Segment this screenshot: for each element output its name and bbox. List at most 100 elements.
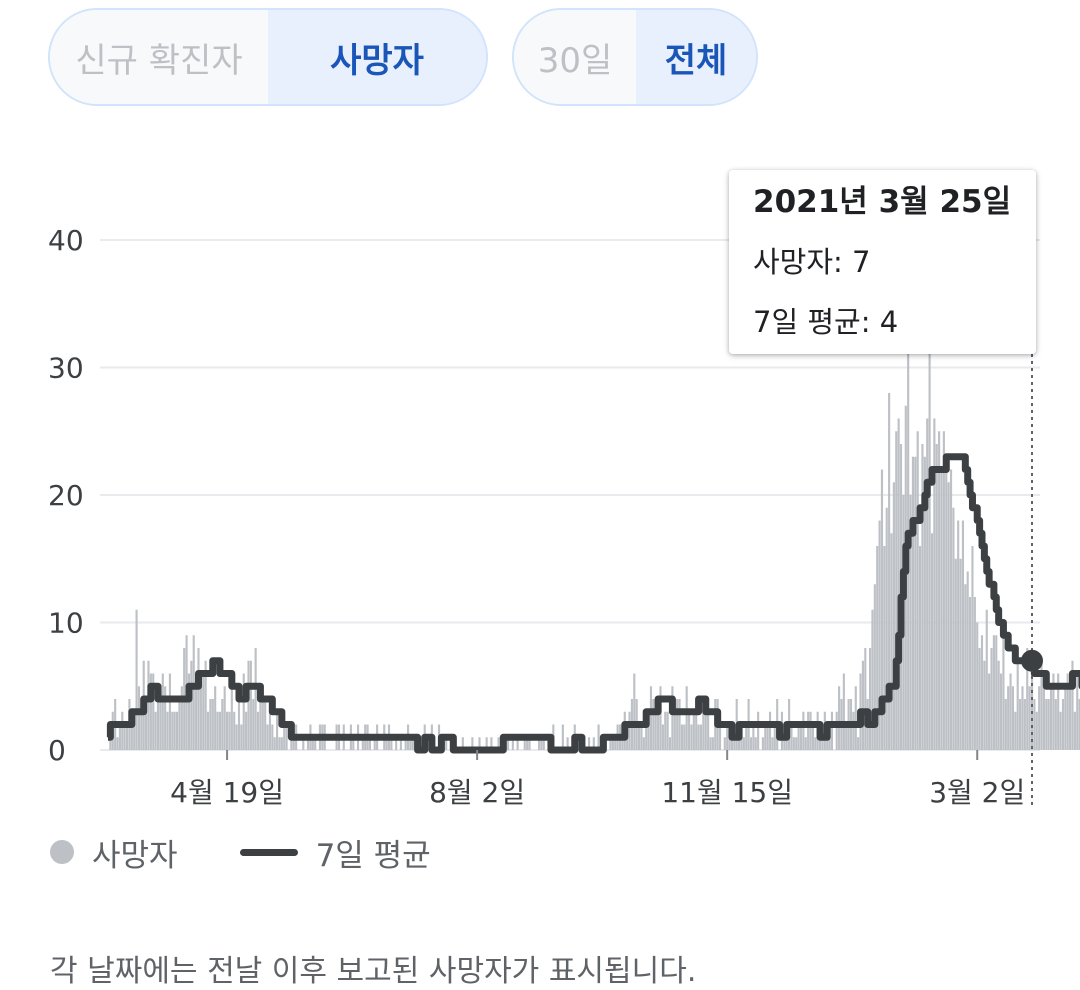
toggle-deaths[interactable]: 사망자 [268, 10, 486, 104]
death-bar [868, 648, 872, 750]
x-tick-label: 4월 19일 [170, 776, 284, 809]
death-bar [688, 711, 691, 750]
toggle-all-time[interactable]: 전체 [636, 10, 756, 104]
legend-average-label: 7일 평균 [315, 837, 431, 874]
death-bar [742, 737, 745, 750]
death-bar [654, 699, 657, 750]
death-bar [264, 699, 267, 750]
death-bar [890, 533, 893, 750]
death-bar [773, 724, 776, 750]
death-bar [647, 711, 650, 750]
death-bar [237, 699, 241, 750]
toggle-30-days[interactable]: 30일 [514, 10, 636, 104]
death-bar [154, 711, 157, 750]
death-bar [373, 737, 376, 750]
death-bar [942, 431, 945, 750]
death-bar [883, 546, 886, 750]
death-bar [980, 635, 984, 750]
death-bar [909, 495, 912, 750]
death-bar [809, 711, 812, 750]
death-bar [311, 737, 314, 750]
death-bar [123, 724, 126, 750]
death-bar [995, 635, 998, 750]
death-bar [1057, 673, 1060, 750]
death-bar [668, 737, 672, 750]
death-bar [795, 737, 798, 750]
death-bar [109, 737, 112, 750]
death-bar [961, 520, 965, 750]
death-bar [218, 711, 221, 750]
death-bar [614, 737, 617, 750]
death-bar [1014, 711, 1017, 750]
death-bar [976, 622, 979, 750]
death-bar [711, 737, 714, 750]
death-bar [187, 673, 191, 750]
death-bar [764, 724, 767, 750]
death-bar [209, 699, 212, 750]
death-bar [404, 737, 407, 750]
death-bar [659, 686, 662, 750]
death-bar [1042, 673, 1045, 750]
hover-point [1021, 649, 1043, 672]
death-bar [1076, 673, 1079, 750]
death-bar [478, 737, 481, 750]
death-bar [145, 711, 148, 750]
death-bar [461, 737, 464, 750]
death-bar [938, 431, 941, 750]
y-tick-label: 10 [48, 607, 84, 640]
death-bar [821, 737, 824, 750]
range-toggle: 30일 전체 [512, 8, 758, 106]
toggle-new-cases[interactable]: 신규 확진자 [50, 10, 268, 104]
tooltip-average: 7일 평균: 4 [753, 305, 899, 339]
death-bar [1007, 686, 1010, 750]
death-bar [290, 737, 293, 750]
death-bar [302, 737, 305, 750]
death-bar [256, 711, 260, 750]
death-bar [1023, 699, 1026, 750]
death-bar [895, 431, 898, 750]
death-bar [723, 737, 726, 750]
death-bar [992, 635, 995, 750]
death-bar [637, 724, 641, 750]
death-bar [526, 737, 529, 750]
death-bar [164, 686, 167, 750]
death-bar [497, 737, 500, 750]
death-bar [409, 737, 412, 750]
death-bar [523, 737, 526, 750]
death-bar [180, 686, 183, 750]
death-bar [999, 673, 1003, 750]
death-bar [914, 456, 917, 750]
death-bar [411, 737, 414, 750]
death-bar [249, 660, 252, 750]
death-bar [259, 699, 262, 750]
death-bar [864, 648, 867, 750]
death-bar [1047, 699, 1050, 750]
death-bar [685, 686, 688, 750]
death-bar [628, 711, 631, 750]
x-axis-ticks: 4월 19일 8월 2일 11월 15일 3월 2일 [170, 750, 1025, 809]
death-bar [971, 546, 974, 750]
death-bar [838, 686, 841, 750]
death-bar [988, 673, 991, 750]
death-bar [947, 482, 950, 750]
death-bar [1026, 648, 1029, 750]
death-bar [790, 724, 793, 750]
death-bar [1021, 686, 1024, 750]
death-bar [597, 724, 600, 750]
death-bar [292, 737, 295, 750]
legend: 사망자 7일 평균 [50, 832, 431, 874]
death-bar [983, 660, 986, 750]
death-bar [445, 737, 448, 750]
death-bar [964, 584, 967, 750]
death-bar [797, 724, 800, 750]
death-bar [704, 711, 707, 750]
death-bar [1016, 660, 1019, 750]
death-bar [1049, 686, 1053, 750]
death-bar [537, 737, 541, 750]
death-bar [611, 737, 614, 750]
metric-toggle: 신규 확진자 사망자 [48, 8, 488, 106]
tooltip: 2021년 3월 25일 사망자: 7 7일 평균: 4 [729, 170, 1036, 354]
death-bar [511, 737, 514, 750]
death-bar [254, 648, 257, 750]
